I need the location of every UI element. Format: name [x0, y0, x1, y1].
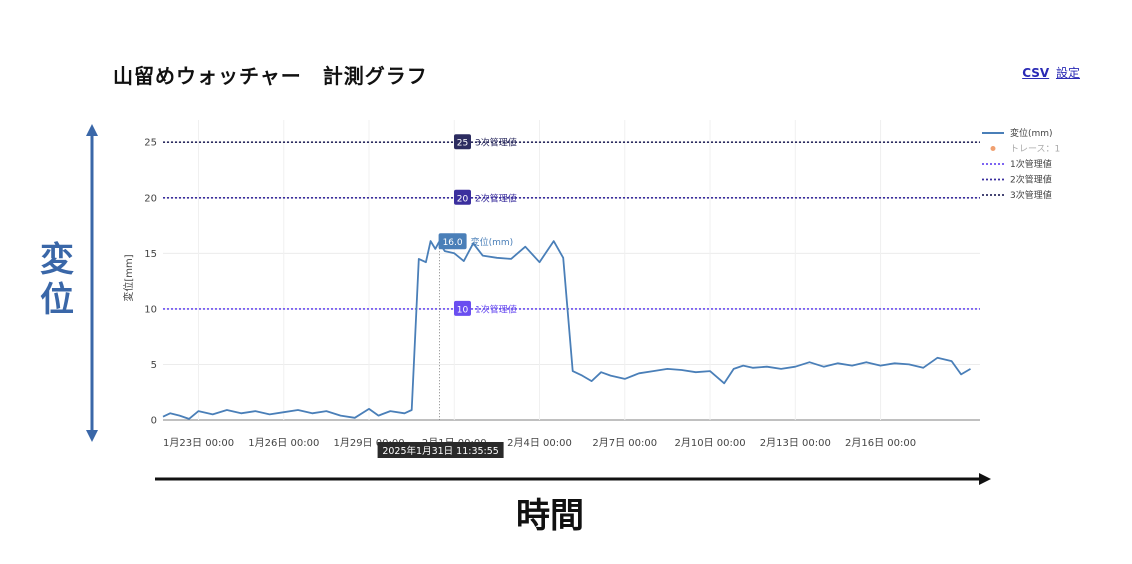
legend-label: 3次管理値: [1010, 189, 1052, 201]
hover-badge-value: 16.0: [443, 238, 463, 248]
x-tick-label: 1月26日 00:00: [248, 437, 319, 449]
grid: [163, 120, 980, 421]
threshold-badge: [454, 300, 471, 316]
csv-link[interactable]: CSV: [1022, 66, 1050, 80]
legend-item[interactable]: トレース：1: [990, 145, 1061, 155]
settings-link[interactable]: 設定: [1055, 66, 1080, 80]
y-axis-label: 変位[mm]: [122, 254, 135, 301]
threshold-badge-value: 20: [457, 194, 469, 204]
threshold-label: 2次管理値: [475, 192, 517, 204]
legend-label: 変位(mm): [1010, 127, 1053, 139]
y-tick-label: 5: [151, 360, 157, 371]
hover-time-label: 2025年1月31日 11:35:55: [382, 445, 499, 457]
hover-badge: [438, 233, 467, 250]
y-axis-annotation: 変位: [40, 240, 74, 320]
hover-series-name: 変位(mm): [471, 236, 514, 248]
x-tick-label: 2月4日 00:00: [507, 437, 572, 449]
legend-label: 1次管理値: [1010, 158, 1052, 170]
x-tick-label: 1月23日 00:00: [163, 437, 234, 449]
top-links: CSV 設定: [1019, 64, 1080, 81]
threshold-label: 3次管理値: [475, 137, 517, 149]
threshold-badge: [454, 134, 471, 150]
y-tick-label: 20: [144, 193, 157, 204]
series-group[interactable]: [162, 240, 971, 420]
x-tick-label: 2月13日 00:00: [760, 437, 831, 449]
legend-label: 2次管理値: [1010, 174, 1052, 186]
threshold-badge: [454, 189, 471, 205]
legend-swatch: [990, 146, 996, 151]
legend-item[interactable]: 変位(mm): [982, 127, 1053, 139]
hover-annotation: 16.0 変位(mm) 2025年1月31日 11:35:55: [377, 233, 514, 458]
threshold-badge-value: 25: [457, 139, 468, 149]
legend[interactable]: 変位(mm) トレース：1 1次管理値 2次管理値 3次管理値: [982, 127, 1060, 201]
x-tick-label: 2月7日 00:00: [592, 437, 657, 449]
hover-time-box: [377, 442, 504, 458]
legend-item[interactable]: 2次管理値: [982, 174, 1052, 186]
page-title: 山留めウォッチャー 計測グラフ: [113, 64, 428, 88]
y-ticks: 0 5 10 15 20 25: [144, 138, 157, 427]
series-line[interactable]: [162, 240, 971, 420]
threshold-badge-value: 10: [457, 305, 469, 315]
y-tick-label: 10: [144, 304, 157, 315]
x-axis-annotation: 時間: [516, 496, 584, 536]
threshold-lines: 10 1次管理値 20 2次管理値 25 3次管理値: [163, 134, 980, 316]
y-tick-label: 0: [151, 416, 157, 427]
y-tick-label: 15: [144, 249, 157, 260]
threshold-label: 1次管理値: [475, 303, 517, 315]
x-tick-label: 2月10日 00:00: [674, 437, 745, 449]
legend-label: トレース：1: [1010, 145, 1060, 155]
y-tick-label: 25: [144, 138, 157, 149]
x-tick-label: 2月16日 00:00: [845, 437, 916, 449]
legend-item[interactable]: 1次管理値: [982, 158, 1052, 170]
legend-item[interactable]: 3次管理値: [982, 189, 1052, 201]
